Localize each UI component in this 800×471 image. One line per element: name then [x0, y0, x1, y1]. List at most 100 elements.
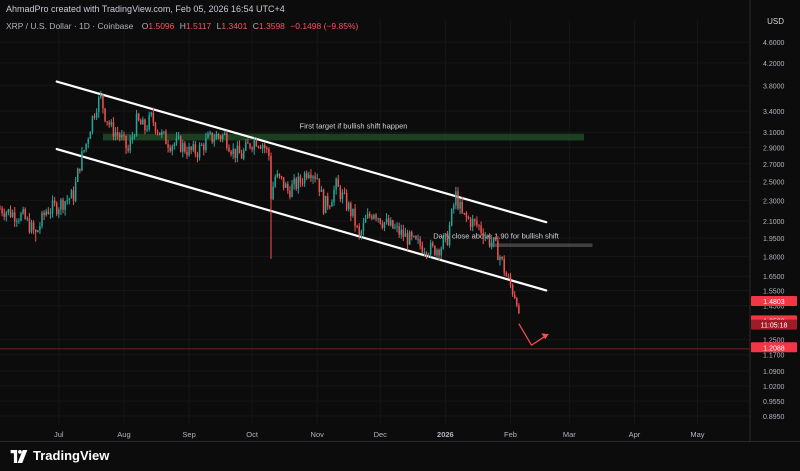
candle-body	[131, 136, 134, 140]
x-tick-label: May	[690, 430, 704, 439]
x-tick-label: Jul	[54, 430, 64, 439]
candle-body	[341, 192, 344, 200]
candle-body	[53, 200, 56, 204]
candle-body	[249, 143, 251, 148]
candle-body	[392, 220, 394, 229]
candle-body	[135, 113, 138, 136]
candle-body	[133, 135, 136, 137]
candle-body	[303, 173, 306, 184]
candle-body	[209, 132, 211, 134]
candle-body	[215, 134, 218, 140]
candle-body	[247, 142, 249, 144]
candle-body	[379, 218, 382, 224]
candle-body	[511, 284, 514, 295]
candle-body	[68, 198, 71, 200]
candle-body	[226, 133, 228, 148]
candle-body	[47, 211, 50, 214]
open-value: 1.5096	[148, 21, 175, 31]
candle-body	[32, 222, 35, 230]
candle-body	[100, 94, 102, 98]
candle-body	[471, 219, 474, 227]
candle-body	[37, 230, 39, 233]
price-tag-label: 1.4803	[763, 299, 785, 306]
candle-body	[324, 195, 327, 214]
candle-body	[289, 190, 291, 197]
candle-body	[436, 249, 438, 256]
candle-body	[219, 136, 222, 139]
candle-body	[488, 236, 491, 246]
y-tick-label: 2.5000	[763, 179, 785, 186]
candle-body	[297, 176, 300, 189]
price-tag-label: 1.2088	[763, 345, 785, 352]
x-tick-label: Mar	[563, 430, 576, 439]
symbol-legend[interactable]: XRP / U.S. Dollar · 1D · Coinbase O1.509…	[6, 21, 358, 31]
y-tick-label: 2.1000	[763, 219, 785, 226]
candle-body	[83, 150, 85, 152]
candle-body	[242, 150, 245, 159]
candle-body	[106, 121, 108, 123]
candle-body	[335, 178, 337, 190]
candle-body	[486, 236, 489, 238]
candle-body	[387, 218, 390, 226]
candle-body	[291, 184, 293, 197]
candle-body	[5, 212, 8, 217]
candle-body	[224, 133, 226, 135]
tradingview-brand: TradingView	[33, 448, 110, 463]
candle-body	[79, 168, 81, 171]
candle-body	[356, 225, 358, 227]
y-tick-label: 1.0900	[763, 369, 785, 376]
candle-body	[383, 222, 386, 228]
candle-body	[97, 97, 100, 113]
candle-body	[93, 115, 96, 118]
x-tick-label: Aug	[117, 430, 130, 439]
candle-body	[112, 122, 115, 137]
candle-body	[310, 174, 312, 179]
annotation-layer: First target if bullish shift happen Dail…	[0, 80, 750, 350]
candle-body	[205, 137, 207, 151]
candle-body	[402, 229, 405, 237]
y-tick-label: 1.9500	[763, 236, 785, 243]
candle-layer	[0, 90, 520, 315]
candle-body	[406, 233, 409, 245]
candle-body	[478, 225, 480, 227]
symbol-name[interactable]: XRP / U.S. Dollar · 1D · Coinbase	[6, 21, 134, 31]
x-tick-label: Sep	[182, 430, 195, 439]
candle-body	[43, 212, 45, 216]
candle-body	[270, 156, 272, 200]
candle-body	[459, 202, 461, 209]
candle-body	[28, 218, 31, 233]
candle-body	[373, 214, 375, 219]
candle-body	[253, 140, 255, 150]
candle-body	[312, 176, 314, 179]
currency-label[interactable]: USD	[767, 17, 784, 26]
x-tick-label: Oct	[246, 430, 259, 439]
candle-body	[156, 131, 159, 133]
candle-body	[165, 131, 167, 145]
candle-body	[446, 233, 449, 246]
candle-body	[411, 231, 413, 237]
candle-body	[299, 176, 302, 183]
candle-body	[91, 115, 94, 133]
candle-body	[60, 199, 62, 210]
candle-body	[516, 298, 518, 306]
candle-body	[45, 211, 47, 216]
candle-body	[129, 139, 132, 151]
candle-body	[190, 146, 192, 151]
price-tag	[751, 342, 797, 353]
candle-body	[331, 202, 333, 207]
candle-body	[200, 144, 203, 146]
candle-body	[196, 154, 199, 158]
candle-body	[108, 122, 110, 125]
candle-body	[394, 227, 396, 229]
price-chart[interactable]: First target if bullish shift happen Dail…	[0, 0, 800, 441]
y-tick-label: 1.0200	[763, 384, 785, 391]
candle-body	[352, 208, 354, 216]
candle-body	[171, 146, 174, 152]
tradingview-logo-icon	[10, 450, 28, 463]
candle-body	[238, 145, 241, 154]
candle-body	[339, 186, 342, 200]
candle-body	[161, 132, 163, 135]
candle-body	[480, 225, 482, 233]
candle-body	[74, 181, 77, 202]
candle-body	[266, 148, 268, 150]
